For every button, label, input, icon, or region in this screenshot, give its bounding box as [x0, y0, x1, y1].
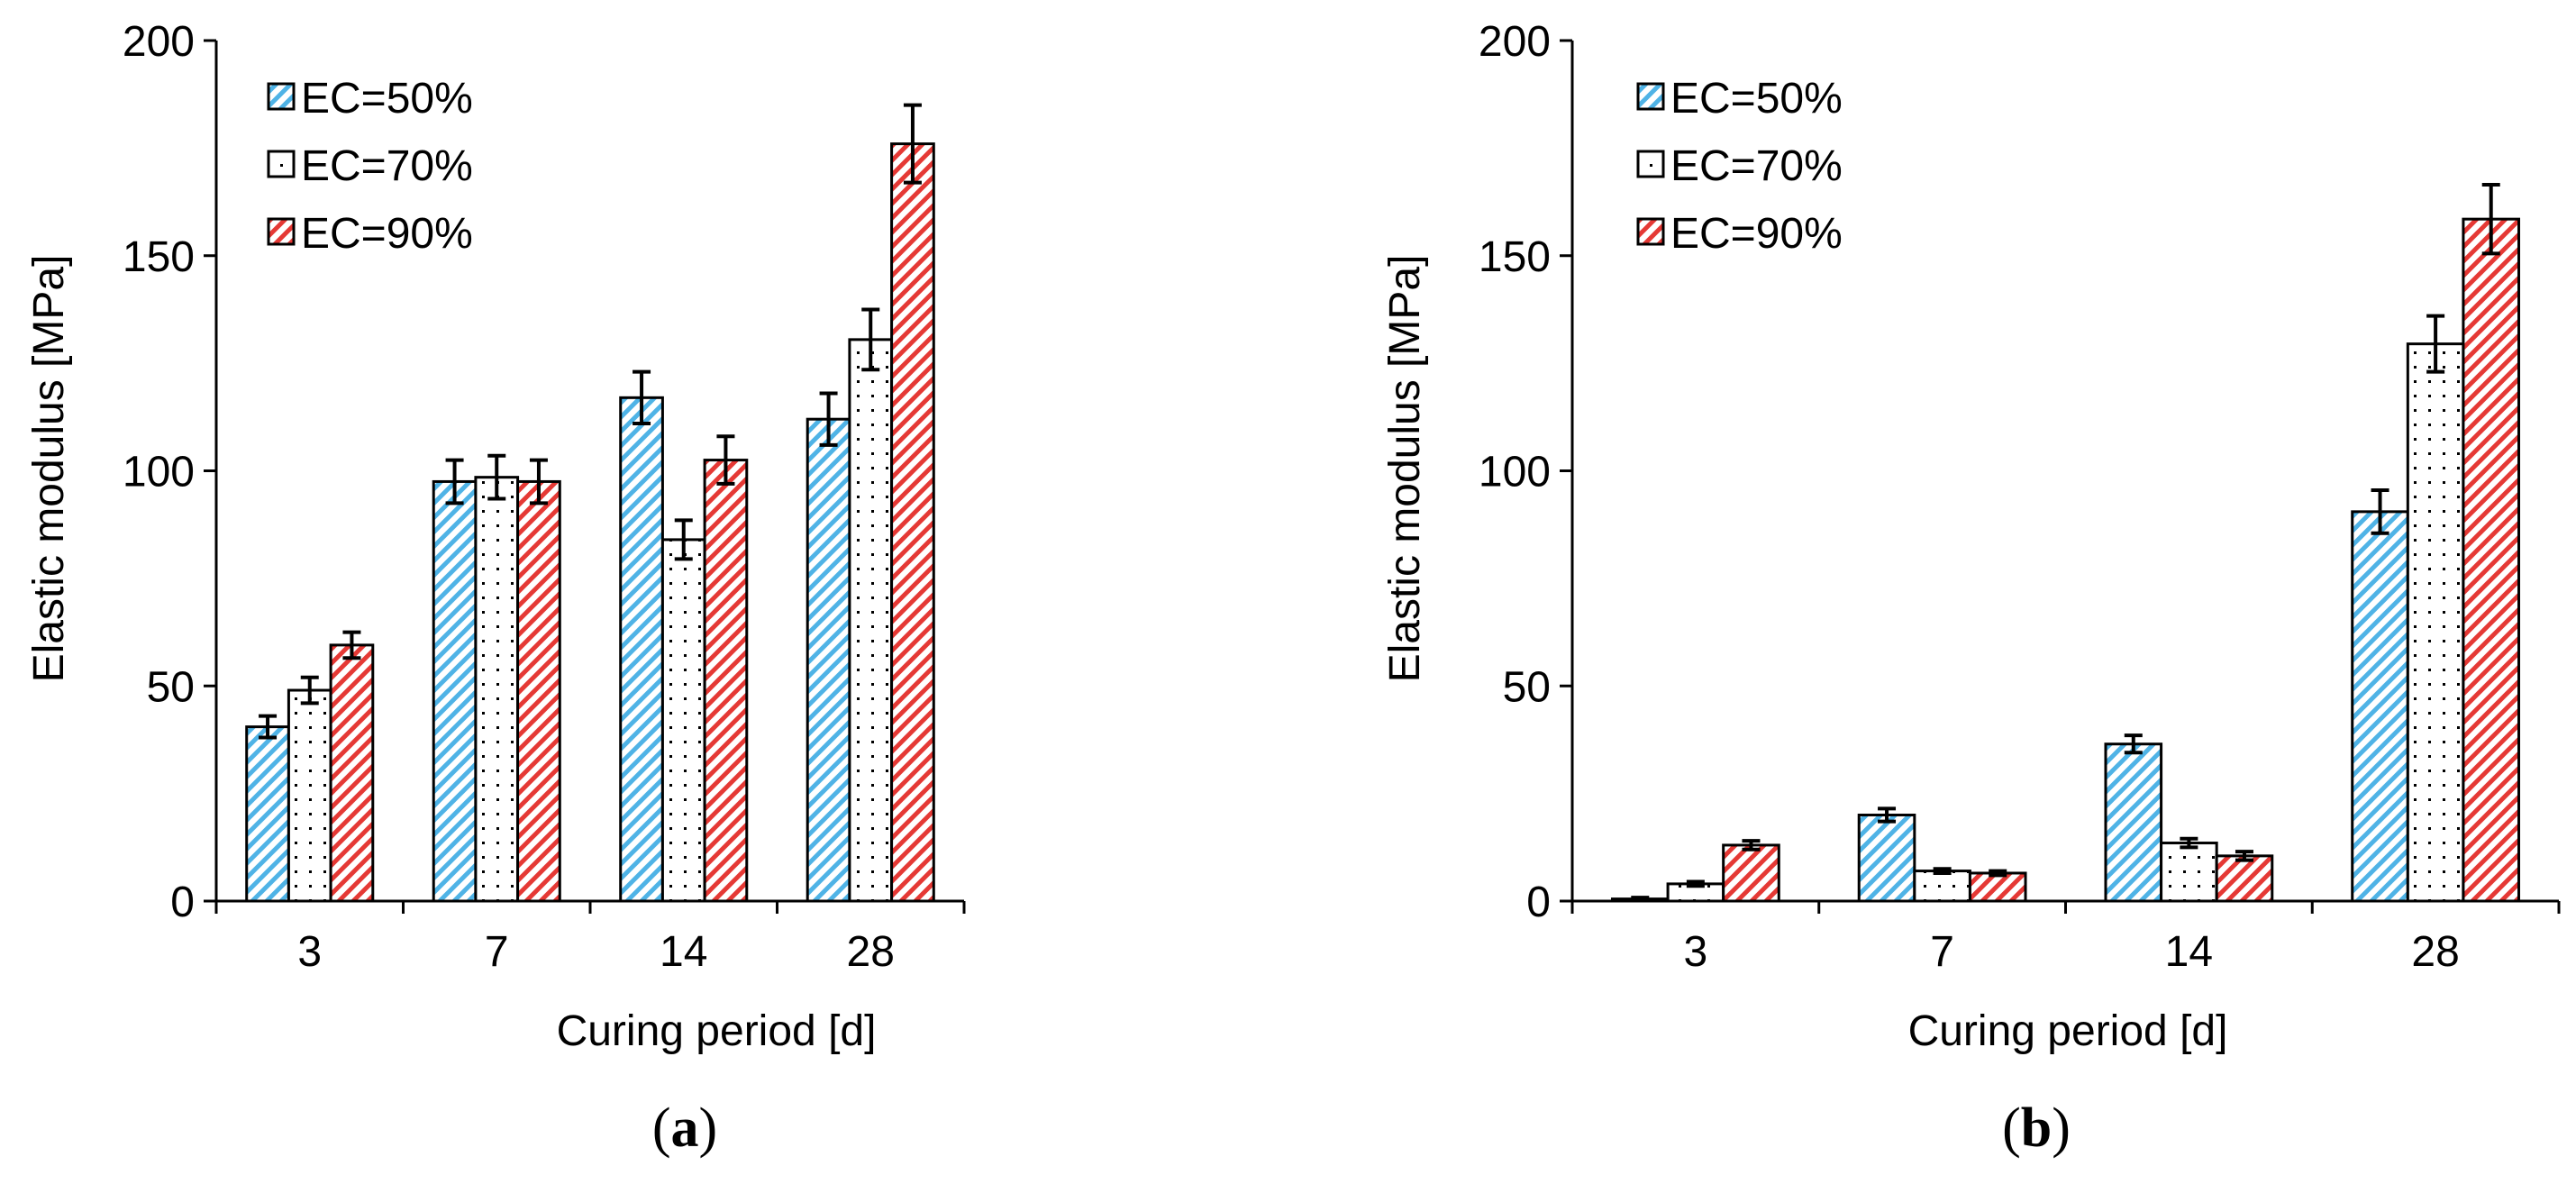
y-tick-label: 100 — [123, 449, 195, 496]
x-tick-label: 14 — [2165, 928, 2213, 976]
bar-ec90-28 — [890, 142, 935, 903]
legend-swatch-ec70 — [267, 150, 296, 178]
chart-panel-b: Elastic modulus [MPa] Curing period [d] … — [1381, 18, 2561, 1159]
chart-panel-a: Elastic modulus [MPa] Curing period [d] … — [25, 18, 966, 1159]
bar-ec70-28 — [2406, 342, 2465, 903]
bar-ec70-14 — [660, 538, 706, 903]
x-tick-label: 28 — [847, 928, 895, 976]
y-tick-label: 200 — [123, 18, 195, 66]
bar-ec50-7 — [432, 479, 478, 903]
legend-label: EC=50% — [1670, 75, 1843, 123]
legend-swatch-ec50 — [1636, 82, 1665, 111]
legend-label: EC=90% — [301, 210, 473, 258]
legend-label: EC=70% — [301, 142, 473, 190]
y-tick-label: 200 — [1479, 18, 1551, 66]
y-tick-label: 100 — [1479, 449, 1551, 496]
legend-label: EC=70% — [1670, 142, 1843, 190]
x-tick-label: 28 — [2411, 928, 2459, 976]
x-tick-label: 7 — [1930, 928, 1954, 976]
legend-swatch-ec90 — [1636, 217, 1665, 246]
panel-label: (a) — [652, 1097, 717, 1159]
bar-ec50-14 — [619, 396, 664, 903]
bar-ec70-28 — [848, 338, 894, 903]
bar-ec70-7 — [1913, 870, 1971, 903]
legend-swatch-ec50 — [267, 82, 296, 111]
bar-ec50-3 — [245, 725, 290, 903]
bar-ec70-14 — [2160, 842, 2218, 903]
x-tick-label: 14 — [660, 928, 707, 976]
x-tick-label: 7 — [485, 928, 509, 976]
y-tick-label: 0 — [170, 879, 195, 926]
bar-ec90-3 — [329, 643, 375, 903]
bar-ec90-3 — [1722, 843, 1780, 903]
y-tick-label: 50 — [147, 663, 195, 711]
y-axis-title: Elastic modulus [MPa] — [25, 255, 73, 683]
bar-ec90-14 — [703, 459, 749, 903]
bar-ec50-7 — [1857, 814, 1916, 903]
panel-label: (b) — [2002, 1097, 2071, 1159]
legend-label: EC=90% — [1670, 210, 1843, 258]
legend-swatch-ec90 — [267, 217, 296, 246]
bar-ec70-3 — [287, 688, 332, 903]
y-tick-label: 150 — [1479, 233, 1551, 281]
y-tick-label: 0 — [1526, 879, 1551, 926]
legend-label: EC=50% — [301, 75, 473, 123]
y-axis-title: Elastic modulus [MPa] — [1381, 255, 1429, 683]
x-axis-title: Curing period [d] — [1908, 1007, 2228, 1055]
legend-swatch-ec70 — [1636, 150, 1665, 178]
bar-ec50-28 — [2351, 510, 2409, 903]
bar-ec50-28 — [806, 417, 851, 903]
y-tick-label: 150 — [123, 233, 195, 281]
bar-ec90-7 — [1968, 871, 2027, 903]
x-tick-label: 3 — [297, 928, 322, 976]
x-tick-label: 3 — [1684, 928, 1708, 976]
bar-ec90-28 — [2462, 217, 2521, 903]
x-axis-title: Curing period [d] — [557, 1007, 877, 1055]
bar-ec70-7 — [474, 476, 520, 903]
bar-ec90-7 — [516, 479, 561, 903]
bar-ec90-14 — [2215, 854, 2274, 903]
bar-ec50-14 — [2104, 742, 2163, 903]
y-tick-label: 50 — [1503, 663, 1551, 711]
